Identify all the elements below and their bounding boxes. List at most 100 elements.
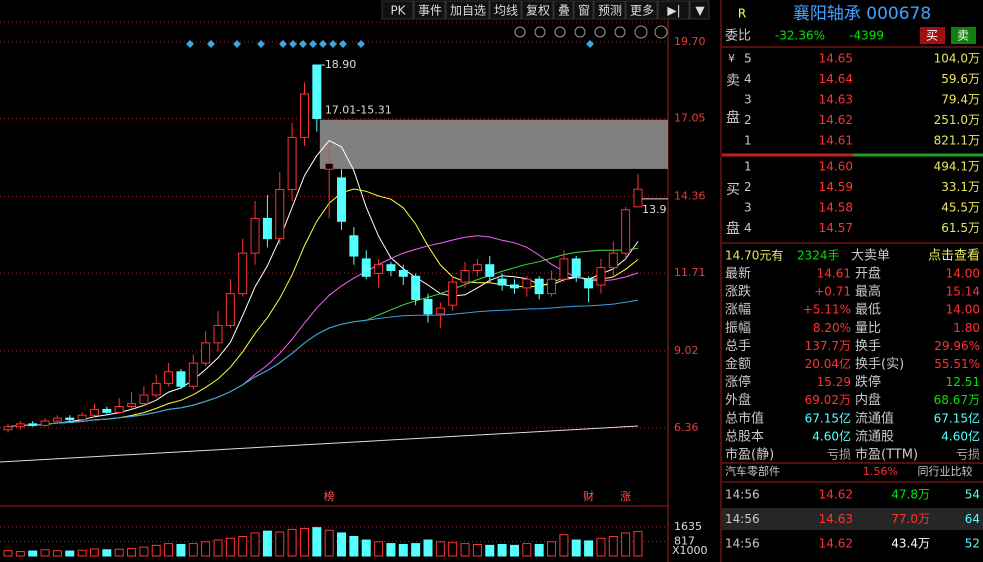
toolbar-button[interactable]: 更多 [630, 4, 654, 18]
volume-bar [324, 529, 334, 557]
event-diamond[interactable] [329, 40, 337, 48]
stat-label: 涨幅 [725, 303, 751, 318]
event-marker[interactable]: 榜 [324, 489, 335, 503]
toolbar-button-bg[interactable] [381, 0, 414, 20]
icon[interactable] [534, 26, 546, 38]
candle-body [238, 252, 248, 295]
toolbar-button[interactable]: ▼ [695, 4, 705, 18]
stat-label: 流通股 [855, 429, 894, 444]
event-diamond[interactable] [299, 40, 307, 48]
candle-body [28, 423, 38, 426]
volume-bar [77, 549, 87, 557]
candle-body [448, 281, 458, 306]
toolbar-button-bg[interactable] [521, 0, 554, 20]
bid-price: 14.58 [819, 201, 853, 215]
candle-body [472, 264, 482, 271]
zoom-in[interactable] [634, 25, 648, 39]
bid-level: 2 [744, 180, 752, 194]
toolbar-button-bg[interactable] [657, 0, 690, 20]
currency: ¥ [728, 52, 735, 65]
toolbar-button[interactable]: 事件 [418, 4, 442, 18]
event-diamond[interactable] [279, 40, 287, 48]
volume-bar [423, 539, 433, 557]
event-diamond[interactable] [233, 40, 241, 48]
buy-button-bg[interactable] [920, 27, 945, 44]
buy-button[interactable]: 买 [926, 29, 938, 43]
toolbar-button-bg[interactable] [625, 0, 658, 20]
stat-label: 流通值 [855, 410, 894, 426]
stat-label: 总市值 [725, 410, 764, 426]
ask-level: 4 [744, 72, 752, 86]
side-label: 盘 [726, 109, 740, 126]
stat-value: 14.00 [946, 267, 980, 281]
sell-button-bg[interactable] [951, 27, 976, 44]
event-marker[interactable]: 涨 [620, 490, 631, 503]
toolbar-button[interactable]: 窗 [578, 4, 590, 18]
ask-volume: 79.4万 [941, 93, 980, 107]
event-diamond[interactable] [257, 40, 265, 48]
ask-volume: 821.1万 [934, 134, 980, 148]
candle-body [89, 408, 99, 416]
toolbar-button[interactable]: PK [390, 4, 406, 18]
event-diamond[interactable] [357, 40, 365, 48]
toolbar-button-bg[interactable] [593, 0, 626, 20]
stat-label: 量比 [855, 321, 881, 336]
toolbar-button[interactable]: 复权 [526, 4, 550, 18]
stat-label: 金额 [725, 356, 751, 372]
event-marker[interactable]: 财 [583, 489, 594, 503]
volume-bar [139, 546, 149, 557]
ask-volume: 59.6万 [941, 72, 980, 86]
toolbar-button-bg[interactable] [445, 0, 490, 20]
event-diamond[interactable] [586, 40, 594, 48]
candle-body [139, 394, 149, 405]
trade-price: 14.62 [819, 537, 853, 551]
zoom-out[interactable] [654, 25, 668, 39]
big-order-link[interactable]: 点击查看 [928, 248, 980, 264]
toolbar-button-bg[interactable] [489, 0, 522, 20]
toolbar-button[interactable]: 加自选 [450, 4, 486, 18]
candle-body [571, 258, 581, 277]
event-diamond[interactable] [207, 40, 215, 48]
stat-label: 涨跌 [725, 284, 751, 300]
volume-bar [337, 532, 347, 557]
toolbar-button-bg[interactable] [573, 0, 594, 20]
volume-bar [485, 544, 495, 557]
icon[interactable] [514, 26, 526, 38]
bid-level: 1 [744, 160, 752, 174]
icon[interactable] [574, 26, 586, 38]
event-diamond[interactable] [186, 40, 194, 48]
volume-bar [608, 535, 618, 557]
trade-time: 14:56 [725, 512, 760, 526]
event-diamond[interactable] [339, 40, 347, 48]
volume-bar [534, 543, 544, 557]
ask-price: 14.62 [819, 113, 853, 127]
icon[interactable] [554, 26, 566, 38]
toolbar-button[interactable]: ▶| [667, 4, 680, 18]
volume-bar [238, 535, 248, 557]
candle-body [559, 258, 569, 280]
trade-count: 64 [965, 512, 980, 526]
volume-tick-label: 1635 [674, 520, 702, 533]
event-diamond[interactable] [319, 40, 327, 48]
icon[interactable] [594, 26, 606, 38]
event-diamond[interactable] [289, 40, 297, 48]
icon[interactable] [614, 26, 626, 38]
candle-body [213, 324, 223, 344]
candle-body [411, 275, 421, 300]
toolbar-button-bg[interactable] [689, 0, 710, 20]
toolbar-button-bg[interactable] [413, 0, 446, 20]
stat-value: 14.61 [817, 267, 851, 281]
candle-body [621, 209, 631, 254]
toolbar-button[interactable]: 预测 [598, 4, 622, 18]
stock-title: 襄阳轴承 000678 [793, 3, 931, 24]
sell-button[interactable]: 卖 [957, 29, 969, 43]
industry-compare[interactable]: 同行业比较 [918, 464, 973, 478]
toolbar-button[interactable]: 叠 [558, 4, 570, 18]
stat-value: 4.60亿 [812, 428, 851, 443]
event-diamond[interactable] [309, 40, 317, 48]
toolbar-button-bg[interactable] [553, 0, 574, 20]
stat-value: 12.51 [946, 375, 980, 389]
toolbar-button[interactable]: 均线 [494, 4, 518, 18]
stat-value: 4.60亿 [941, 428, 980, 443]
